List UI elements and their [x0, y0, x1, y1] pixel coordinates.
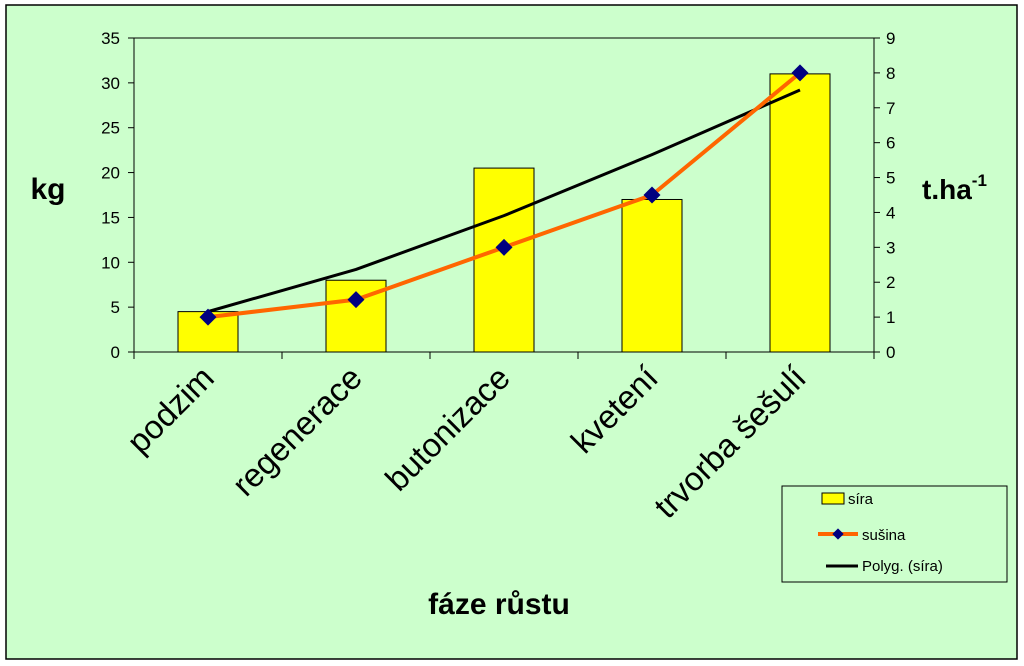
marker-susina-0: [199, 308, 217, 326]
y-tick-label-35: 35: [101, 29, 120, 48]
marker-susina-2: [495, 238, 513, 256]
marker-susina-1: [347, 291, 365, 309]
y-tick-label-30: 30: [101, 74, 120, 93]
legend-line-marker: [832, 528, 844, 540]
y2-tick-label-1: 1: [886, 308, 895, 327]
trendline-polyg-sira: [207, 88, 801, 314]
marker-susina-4: [791, 64, 809, 82]
y-tick-label-5: 5: [111, 298, 120, 317]
y2-tick-label-6: 6: [886, 134, 895, 153]
y2-tick-label-8: 8: [886, 64, 895, 83]
y2-tick-label-4: 4: [886, 203, 895, 222]
y2-tick-label-7: 7: [886, 99, 895, 118]
bar-sira-4: [769, 73, 831, 353]
legend-label-sira: síra: [848, 491, 874, 508]
y2-tick-label-0: 0: [886, 343, 895, 362]
line-series-group: [199, 64, 809, 326]
y-axis-title: kg: [30, 173, 65, 206]
y-tick-label-15: 15: [101, 208, 120, 227]
right-axis-ticks: 0 1 2 3 4 5 6 7 8 9: [874, 29, 895, 362]
x-axis-title: fáze růstu: [428, 588, 570, 621]
marker-susina-3: [643, 186, 661, 204]
y-tick-label-25: 25: [101, 119, 120, 138]
y2-tick-label-5: 5: [886, 169, 895, 188]
bar-sira-2: [473, 167, 535, 353]
left-axis-ticks: 0 5 10 15 20 25 30 35: [101, 29, 134, 362]
legend-label-polyg: Polyg. (síra): [862, 558, 943, 575]
trendline-group: [207, 88, 801, 314]
y2-tick-label-9: 9: [886, 29, 895, 48]
y-tick-label-10: 10: [101, 253, 120, 272]
y2-tick-label-3: 3: [886, 238, 895, 257]
bar-sira-3: [621, 198, 683, 353]
legend: síra sušina Polyg. (síra): [781, 485, 1008, 583]
legend-label-susina: sušina: [862, 527, 906, 544]
legend-bar-swatch: [821, 492, 845, 505]
y-tick-label-0: 0: [111, 343, 120, 362]
y-tick-label-20: 20: [101, 164, 120, 183]
y2-tick-label-2: 2: [886, 273, 895, 292]
y2-axis-title: t.ha-1: [922, 171, 987, 205]
